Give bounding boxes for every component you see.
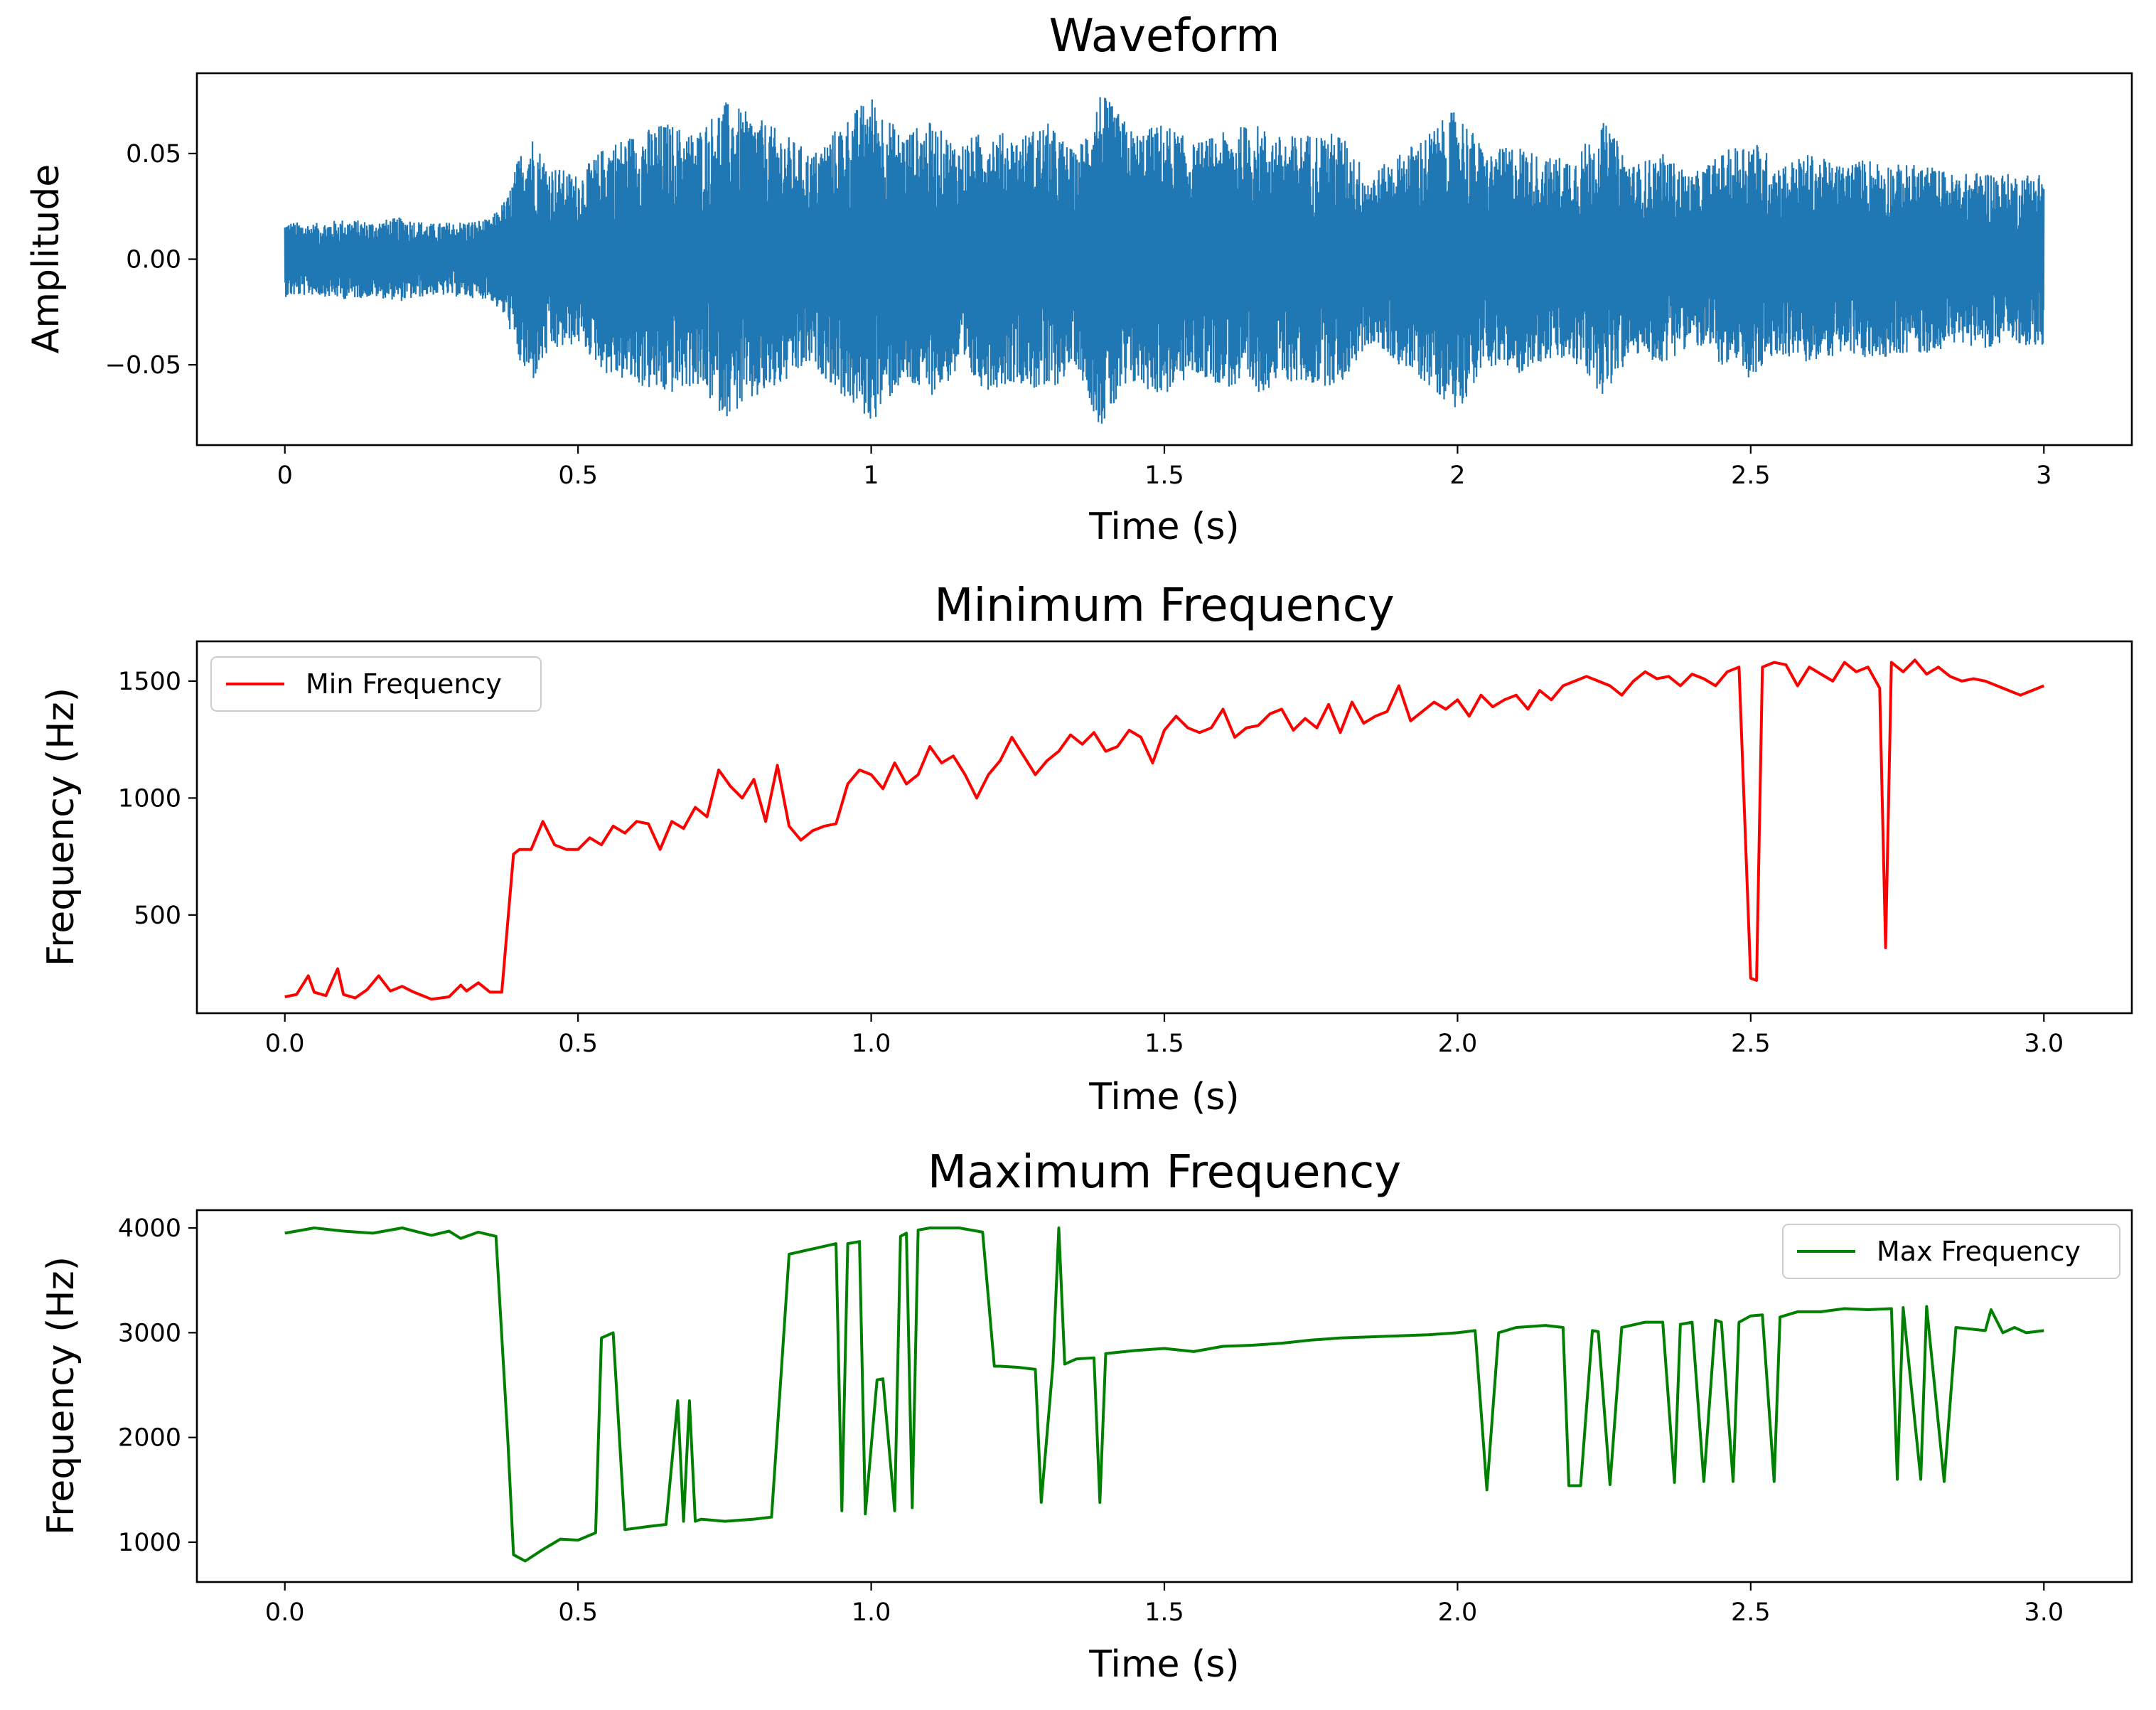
y-tick-label: 3000 bbox=[118, 1319, 181, 1347]
max-frequency-legend-label: Max Frequency bbox=[1877, 1236, 2081, 1267]
min-frequency-line bbox=[284, 658, 2045, 1001]
x-tick-label: 3 bbox=[2036, 461, 2052, 490]
max-frequency-legend: Max Frequency bbox=[1782, 1224, 2120, 1279]
waveform-ylabel: Amplitude bbox=[25, 164, 68, 353]
max-frequency-ticks: 0.0 0.5 1.0 1.5 2.0 2.5 3.0 1000 2000 3000 4000 bbox=[118, 1214, 2064, 1627]
waveform-line bbox=[284, 97, 2045, 424]
y-tick-label: 0.00 bbox=[126, 246, 181, 274]
x-tick-label: 2.0 bbox=[1438, 1030, 1478, 1058]
waveform-series bbox=[284, 97, 2045, 424]
x-tick-label: 1.0 bbox=[852, 1598, 891, 1627]
x-tick-label: 0 bbox=[277, 461, 293, 490]
y-tick-label: 0.05 bbox=[126, 140, 181, 169]
y-tick-label: 500 bbox=[134, 902, 181, 930]
waveform-title: Waveform bbox=[1049, 10, 1280, 63]
x-tick-label: 2 bbox=[1449, 461, 1465, 490]
x-tick-label: 1.0 bbox=[852, 1030, 891, 1058]
min-frequency-panel: Minimum Frequency 0.0 0.5 1.0 1.5 2.0 2.5 3.0 5… bbox=[40, 579, 2133, 1118]
y-tick-label: 2000 bbox=[118, 1424, 181, 1453]
min-frequency-legend-box bbox=[210, 656, 542, 712]
min-frequency-ylabel: Frequency (Hz) bbox=[40, 688, 82, 966]
x-tick-label: 2.5 bbox=[1731, 1598, 1771, 1627]
x-tick-label: 2.5 bbox=[1731, 461, 1771, 490]
x-tick-label: 3.0 bbox=[2024, 1598, 2064, 1627]
max-frequency-legend-box bbox=[1782, 1224, 2120, 1279]
y-tick-label: 1000 bbox=[118, 1529, 181, 1557]
min-frequency-series bbox=[284, 658, 2045, 1001]
min-frequency-legend-label: Min Frequency bbox=[306, 668, 502, 700]
max-frequency-axes-frame bbox=[195, 1209, 2133, 1583]
x-tick-label: 1.5 bbox=[1144, 1030, 1184, 1058]
y-tick-label: 4000 bbox=[118, 1214, 181, 1243]
x-tick-label: 0.0 bbox=[265, 1598, 305, 1627]
y-tick-label: 1500 bbox=[118, 668, 181, 696]
max-frequency-panel: Maximum Frequency 0.0 0.5 1.0 1.5 2.0 2.5 3.0 1… bbox=[40, 1146, 2133, 1686]
x-tick-label: 2.5 bbox=[1731, 1030, 1771, 1058]
waveform-ticks: 0 0.5 1 1.5 2 2.5 3 −0.05 0.00 0.05 bbox=[105, 140, 2052, 490]
min-frequency-ticks: 0.0 0.5 1.0 1.5 2.0 2.5 3.0 500 1000 1500 bbox=[118, 668, 2064, 1058]
min-frequency-title: Minimum Frequency bbox=[934, 579, 1395, 632]
x-tick-label: 0.5 bbox=[558, 461, 598, 490]
min-frequency-axes-frame bbox=[195, 640, 2133, 1015]
x-tick-label: 3.0 bbox=[2024, 1030, 2064, 1058]
y-tick-label: −0.05 bbox=[105, 351, 181, 380]
waveform-axes-frame bbox=[195, 72, 2133, 447]
x-tick-label: 1.5 bbox=[1144, 1598, 1184, 1627]
waveform-panel: Waveform 0 0.5 1 1.5 2 2.5 3 −0.05 0.00 0.05 Time… bbox=[25, 10, 2133, 548]
x-tick-label: 0.0 bbox=[265, 1030, 305, 1058]
waveform-xlabel: Time (s) bbox=[1088, 506, 1239, 548]
max-frequency-line bbox=[284, 1227, 2044, 1563]
x-tick-label: 1 bbox=[863, 461, 879, 490]
x-tick-label: 2.0 bbox=[1438, 1598, 1478, 1627]
max-frequency-ylabel: Frequency (Hz) bbox=[40, 1256, 82, 1535]
x-tick-label: 1.5 bbox=[1144, 461, 1184, 490]
min-frequency-xlabel: Time (s) bbox=[1088, 1076, 1239, 1118]
max-frequency-xlabel: Time (s) bbox=[1088, 1643, 1239, 1686]
x-tick-label: 0.5 bbox=[558, 1598, 598, 1627]
max-frequency-title: Maximum Frequency bbox=[928, 1146, 1401, 1199]
max-frequency-series bbox=[284, 1227, 2044, 1563]
y-tick-label: 1000 bbox=[118, 784, 181, 813]
x-tick-label: 0.5 bbox=[558, 1030, 598, 1058]
min-frequency-legend: Min Frequency bbox=[210, 656, 542, 712]
